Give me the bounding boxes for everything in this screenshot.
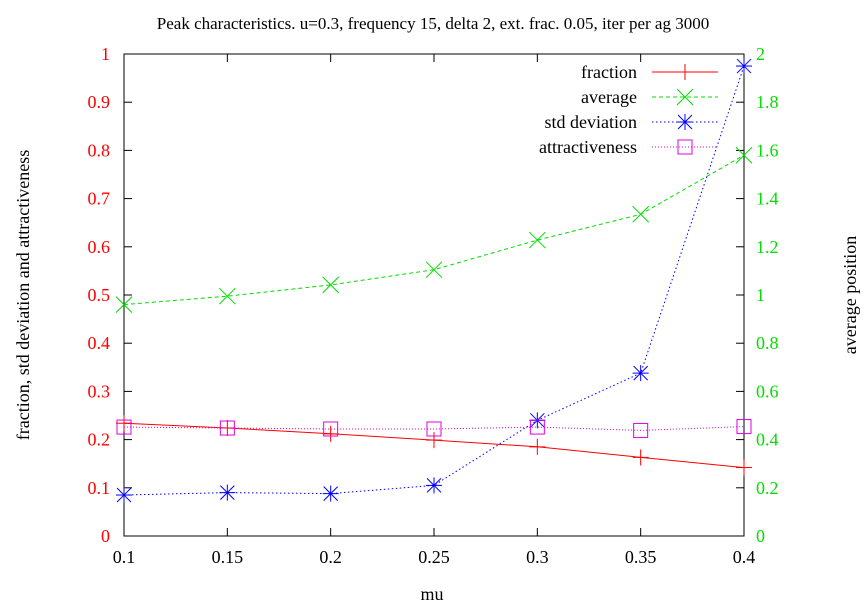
y-left-tick-label: 0.5 xyxy=(88,285,111,305)
series-line-attractiveness xyxy=(123,426,745,431)
x-tick-label: 0.1 xyxy=(113,547,136,567)
y-axis-label-left: fraction, std deviation and attractivene… xyxy=(13,150,33,440)
legend-marker-std-deviation xyxy=(677,114,693,130)
legend-label-std-deviation: std deviation xyxy=(545,112,638,132)
data-point-attractiveness xyxy=(116,419,132,435)
y-left-tick-label: 1 xyxy=(101,44,110,64)
y-right-tick-label: 2 xyxy=(756,44,765,64)
y-right-tick-label: 1.6 xyxy=(756,140,779,160)
y-right-tick-label: 1.2 xyxy=(756,237,779,257)
x-tick-label: 0.35 xyxy=(625,547,657,567)
data-point-average xyxy=(425,261,443,279)
data-point-fraction xyxy=(529,438,546,455)
y-axis-label-right: average position xyxy=(840,236,860,354)
data-point-std-deviation xyxy=(116,487,132,504)
data-point-fraction xyxy=(426,432,442,449)
y-right-tick-label: 0.8 xyxy=(756,333,779,353)
data-point-attractiveness xyxy=(529,419,545,435)
y-right-tick-label: 0.2 xyxy=(756,478,779,498)
x-tick-label: 0.25 xyxy=(418,547,450,567)
y-right-tick-label: 1.4 xyxy=(756,189,779,209)
data-point-average xyxy=(322,276,340,294)
legend-marker-fraction xyxy=(677,64,693,80)
plot-frame xyxy=(123,53,745,537)
data-point-average xyxy=(735,146,753,164)
y-right-tick-label: 0.4 xyxy=(756,430,779,450)
y-right-tick-label: 0.6 xyxy=(756,381,779,401)
data-point-average xyxy=(528,231,546,249)
x-axis-label: mu xyxy=(420,584,443,604)
y-left-tick-label: 0.7 xyxy=(88,189,111,209)
y-left-tick-label: 0 xyxy=(101,526,110,546)
y-left-tick-label: 0.8 xyxy=(88,140,111,160)
x-tick-label: 0.15 xyxy=(212,547,244,567)
data-point-std-deviation xyxy=(426,477,442,494)
data-point-average xyxy=(115,296,133,313)
data-point-attractiveness xyxy=(426,421,442,437)
data-point-attractiveness xyxy=(323,421,339,437)
y-left-tick-label: 0.9 xyxy=(88,92,111,112)
data-point-fraction xyxy=(116,415,132,432)
x-tick-label: 0.2 xyxy=(319,547,342,567)
y-right-tick-label: 1.8 xyxy=(756,92,779,112)
legend-label-fraction: fraction xyxy=(581,62,637,82)
x-tick-label: 0.3 xyxy=(526,547,549,567)
y-left-tick-label: 0.3 xyxy=(88,381,111,401)
data-point-std-deviation xyxy=(632,365,649,382)
x-tick-label: 0.4 xyxy=(733,547,756,567)
series-line-average xyxy=(123,154,745,306)
data-point-fraction xyxy=(632,449,649,466)
data-point-average xyxy=(218,287,236,305)
legend-label-average: average xyxy=(581,87,637,107)
data-point-average xyxy=(632,205,650,223)
y-left-tick-label: 0.6 xyxy=(88,237,111,257)
legend-marker-average xyxy=(676,88,694,106)
data-point-std-deviation xyxy=(219,484,236,501)
legend-marker-attractiveness xyxy=(677,139,693,155)
y-left-tick-label: 0.1 xyxy=(88,478,111,498)
chart-title: Peak characteristics. u=0.3, frequency 1… xyxy=(157,14,709,33)
data-point-attractiveness xyxy=(736,419,752,435)
data-point-fraction xyxy=(736,459,752,476)
data-point-attractiveness xyxy=(219,420,235,436)
data-point-std-deviation xyxy=(736,58,752,75)
y-right-tick-label: 0 xyxy=(756,526,765,546)
y-right-tick-label: 1 xyxy=(756,285,765,305)
y-left-tick-label: 0.2 xyxy=(88,430,111,450)
data-point-attractiveness xyxy=(633,422,649,438)
legend-label-attractiveness: attractiveness xyxy=(539,137,637,157)
y-left-tick-label: 0.4 xyxy=(88,333,111,353)
series-line-std-deviation xyxy=(123,65,745,496)
data-point-fraction xyxy=(322,425,339,442)
data-point-std-deviation xyxy=(322,485,339,502)
